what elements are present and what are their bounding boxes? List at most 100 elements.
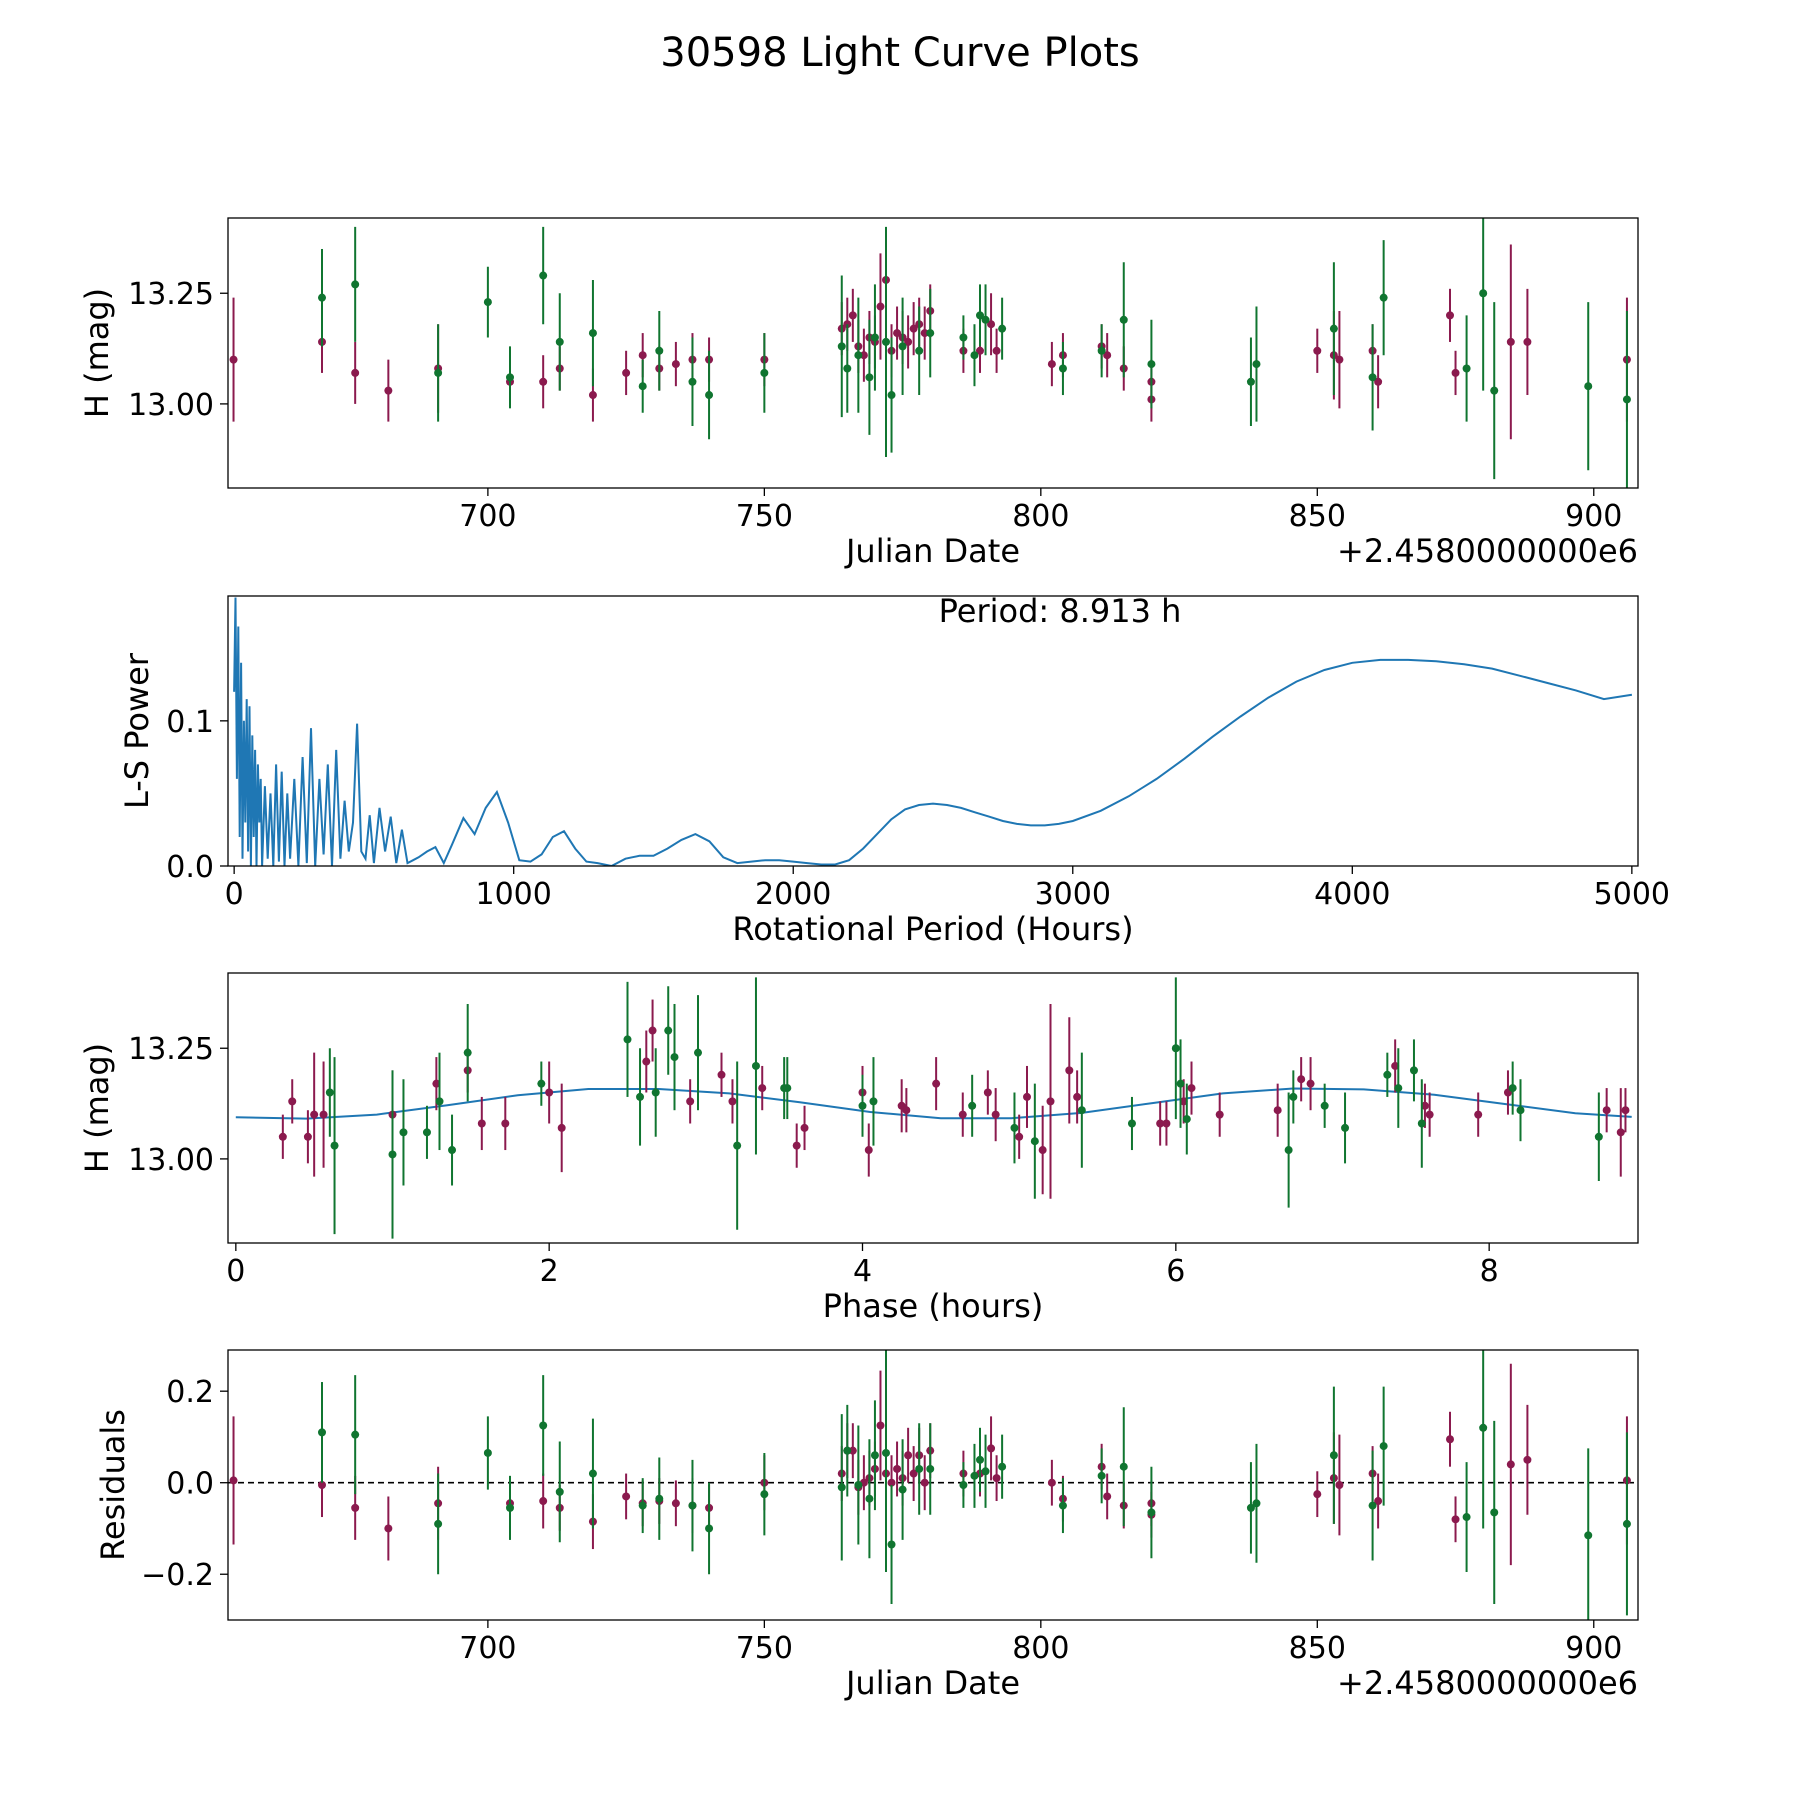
period-annotation: Period: 8.913 h (939, 592, 1182, 630)
lightcurve-ylabel: H (mag) (78, 288, 116, 418)
phased-r-point (1621, 1106, 1630, 1115)
lightcurve-g-point (976, 311, 984, 320)
lightcurve-g-point (434, 368, 443, 377)
residuals-r-point (1047, 1478, 1056, 1487)
residuals-g-point (588, 1469, 597, 1478)
phased-g-point (1409, 1066, 1418, 1075)
lightcurve-xtick-label: 900 (1565, 499, 1622, 534)
phased-g-point (1284, 1146, 1293, 1155)
residuals-r-point (904, 1451, 913, 1460)
residuals-r-point (893, 1464, 902, 1473)
phased-g-point (1341, 1123, 1350, 1132)
phased-r-point (545, 1088, 554, 1097)
residuals-panel: 700 750 800 850 900 −0.2 0.0 0.2 Julian Date Re… (94, 1349, 1639, 1702)
lightcurve-g-point (1119, 315, 1128, 324)
periodogram-xtick-label: 4000 (1314, 877, 1390, 912)
lightcurve-r-point (1506, 337, 1515, 346)
residuals-g-point (854, 1481, 863, 1489)
residuals-r-point (1313, 1490, 1322, 1499)
phased-g-point (869, 1097, 878, 1106)
residuals-r-point (351, 1503, 360, 1512)
residuals-g-point (555, 1487, 564, 1496)
lightcurve-g-point (1246, 377, 1255, 386)
phased-axes-frame (227, 972, 1639, 1244)
phased-r-point (557, 1123, 566, 1132)
residuals-g-point (688, 1501, 697, 1510)
lightcurve-g-point (318, 293, 326, 302)
phased-g-point (1176, 1079, 1185, 1088)
lightcurve-r-point (909, 324, 918, 333)
lightcurve-g-point (588, 329, 597, 338)
phased-r-point (1162, 1119, 1171, 1128)
periodogram-panel: 0 1000 2000 3000 4000 5000 0.0 0.1 Period: 8.91… (118, 592, 1670, 948)
phased-xtick-label: 8 (1480, 1254, 1499, 1289)
phased-g-point (1127, 1119, 1136, 1128)
phased-g-point (1320, 1101, 1329, 1110)
lightcurve-g-point (506, 373, 514, 382)
residuals-g-point (483, 1448, 492, 1457)
lightcurve-g-point (898, 342, 907, 351)
lightcurve-g-point (915, 346, 924, 355)
residuals-g-point (1490, 1508, 1499, 1517)
phased-g-point (858, 1101, 867, 1110)
phased-r-point (958, 1110, 967, 1119)
phased-r-point (728, 1097, 737, 1106)
residuals-ytick-label: 0.2 (166, 1375, 214, 1410)
phased-r-point (902, 1106, 911, 1115)
residuals-xtick-label: 850 (1289, 1631, 1346, 1666)
lightcurve-g-point (705, 391, 714, 400)
lightcurve-xtick-label: 750 (736, 499, 793, 534)
phased-xtick-label: 4 (853, 1254, 872, 1289)
model-fit-curve (235, 1087, 1632, 1120)
residuals-g-point (926, 1464, 935, 1473)
phased-xtick-label: 0 (226, 1254, 245, 1289)
phased-g-point (463, 1048, 472, 1057)
periodogram-xtick-label: 3000 (1035, 877, 1111, 912)
lightcurve-r-point (893, 329, 902, 338)
phased-r-point (1015, 1132, 1024, 1141)
phased-r-point (1391, 1061, 1400, 1070)
lightcurve-r-point (1523, 337, 1532, 346)
residuals-r-point (622, 1492, 631, 1501)
phased-r-point (1474, 1110, 1483, 1119)
residuals-ylabel: Residuals (94, 1409, 132, 1561)
lightcurve-r-point (976, 346, 984, 355)
residuals-g-point (870, 1451, 879, 1460)
residuals-g-point (976, 1455, 984, 1464)
residuals-g-point (1147, 1508, 1156, 1517)
phased-ylabel: H (mag) (78, 1043, 116, 1173)
residuals-g-point (959, 1481, 968, 1489)
residuals-r-point (1446, 1435, 1454, 1444)
lightcurve-r-point (1335, 355, 1344, 364)
lightcurve-g-point (1252, 360, 1261, 369)
residuals-g-point (760, 1490, 769, 1499)
lightcurve-xlabel: Julian Date (844, 532, 1020, 570)
periodogram-xtick-label: 5000 (1594, 877, 1670, 912)
lightcurve-g-point (1379, 293, 1388, 302)
phased-r-point (288, 1097, 297, 1106)
residuals-r-point (318, 1481, 326, 1489)
residuals-r-point (1506, 1460, 1515, 1469)
lightcurve-r-point (1374, 377, 1383, 386)
phased-r-point (501, 1119, 510, 1128)
residuals-g-point (1622, 1519, 1631, 1528)
lightcurve-g-point (970, 351, 979, 360)
residuals-g-point (705, 1524, 714, 1533)
residuals-g-point (1097, 1471, 1106, 1480)
residuals-r-point (384, 1524, 393, 1533)
residuals-r-point (229, 1476, 238, 1485)
lightcurve-g-point (539, 271, 548, 280)
phased-g-point (1516, 1106, 1525, 1115)
residuals-r-point (1523, 1455, 1532, 1464)
residuals-g-point (318, 1428, 326, 1437)
periodogram-xtick-label: 2000 (755, 877, 831, 912)
phased-r-point (477, 1119, 486, 1128)
residuals-g-point (1462, 1513, 1471, 1522)
residuals-r-point (848, 1446, 857, 1455)
lightcurve-g-point (655, 346, 664, 355)
residuals-g-point (1379, 1442, 1388, 1451)
lightcurve-g-point (926, 329, 935, 338)
lightcurve-r-point (920, 329, 929, 338)
lightcurve-g-point (1147, 360, 1156, 369)
phased-g-point (1594, 1132, 1603, 1141)
